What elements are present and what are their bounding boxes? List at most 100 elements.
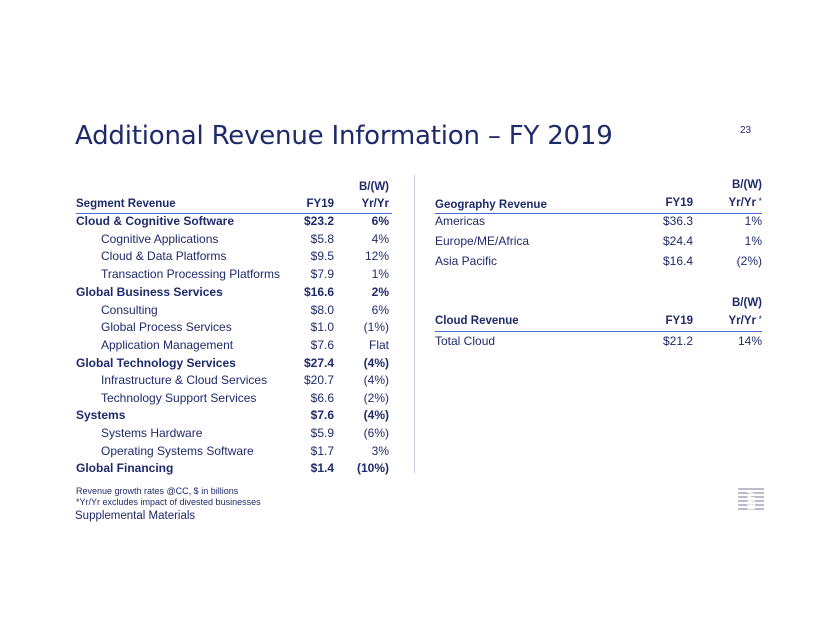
- table-row: Systems $7.6 (4%): [76, 407, 392, 424]
- geography-fy: $36.3: [662, 214, 693, 228]
- geography-header-top-row: B/(W): [435, 177, 762, 194]
- segment-fy: $7.6: [310, 338, 334, 352]
- segment-fy: $1.0: [310, 320, 334, 334]
- geography-bw: 1%: [744, 234, 762, 248]
- cloud-revenue-table: B/(W) Cloud Revenue FY19 Yr/Yr * Total C…: [435, 0, 762, 360]
- cloud-bw-header-bottom: Yr/Yr: [728, 315, 757, 327]
- cloud-bw-header-top: B/(W): [731, 297, 762, 309]
- segment-bw: 4%: [371, 232, 389, 246]
- cloud-name-header: Cloud Revenue: [435, 315, 519, 327]
- table-row: Application Management $7.6 Flat: [76, 337, 392, 354]
- table-row: Consulting $8.0 6%: [76, 302, 392, 319]
- segment-name: Cloud & Data Platforms: [101, 249, 227, 263]
- cloud-header-rule: [435, 331, 762, 332]
- supplemental-materials-label: Supplemental Materials: [75, 510, 196, 522]
- cloud-fy: $21.2: [662, 334, 693, 348]
- cloud-fy-header: FY19: [665, 315, 694, 327]
- segment-name: Operating Systems Software: [101, 444, 254, 458]
- cloud-header-top-row: B/(W): [435, 295, 762, 312]
- segment-fy: $16.6: [303, 285, 334, 299]
- segment-header-rule: [76, 213, 392, 214]
- ibm-logo-text: IBM: [746, 490, 758, 510]
- table-row: Operating Systems Software $1.7 3%: [76, 443, 392, 460]
- segment-name: Systems Hardware: [101, 426, 203, 440]
- geography-bw-header-bottom: Yr/Yr: [728, 197, 757, 209]
- segment-bw: (2%): [363, 391, 389, 405]
- table-row: Cognitive Applications $5.8 4%: [76, 231, 392, 248]
- segment-fy: $5.9: [310, 426, 334, 440]
- cloud-header-row: Cloud Revenue FY19 Yr/Yr *: [435, 313, 762, 330]
- segment-fy-header: FY19: [306, 198, 335, 210]
- segment-name: Global Business Services: [76, 285, 223, 299]
- segment-name-header: Segment Revenue: [76, 198, 176, 210]
- table-row: Systems Hardware $5.9 (6%): [76, 425, 392, 442]
- segment-name: Cognitive Applications: [101, 232, 219, 246]
- segment-fy: $20.7: [303, 373, 334, 387]
- segment-name: Application Management: [101, 338, 234, 352]
- segment-bw: 1%: [371, 267, 389, 281]
- segment-bw-header-bottom: Yr/Yr: [361, 198, 390, 210]
- segment-fy: $8.0: [310, 303, 334, 317]
- segment-bw: (10%): [356, 461, 389, 475]
- table-row: Technology Support Services $6.6 (2%): [76, 390, 392, 407]
- segment-header-top-row: B/(W): [76, 179, 392, 196]
- geography-asterisk: *: [758, 196, 762, 206]
- cloud-name: Total Cloud: [435, 334, 496, 348]
- table-row: Transaction Processing Platforms $7.9 1%: [76, 266, 392, 283]
- page-title: Additional Revenue Information – FY 2019: [75, 121, 613, 151]
- segment-bw: (6%): [363, 426, 389, 440]
- geography-header-row: Geography Revenue FY19 Yr/Yr *: [435, 195, 762, 212]
- segment-fy: $7.9: [310, 267, 334, 281]
- footnote-divested: *Yr/Yr excludes impact of divested busin…: [76, 497, 261, 507]
- segment-bw: 2%: [371, 285, 389, 299]
- geography-bw: (2%): [736, 254, 762, 268]
- segment-fy: $7.6: [310, 408, 334, 422]
- segment-bw: Flat: [368, 338, 389, 352]
- segment-bw: (1%): [363, 320, 389, 334]
- segment-name: Infrastructure & Cloud Services: [101, 373, 268, 387]
- ibm-logo: IBM: [738, 488, 764, 510]
- segment-bw: 12%: [364, 249, 389, 263]
- segment-fy: $6.6: [310, 391, 334, 405]
- segment-fy: $9.5: [310, 249, 334, 263]
- geography-name: Asia Pacific: [435, 254, 498, 268]
- segment-header-row: Segment Revenue FY19 Yr/Yr: [76, 196, 392, 213]
- segment-bw: (4%): [363, 356, 389, 370]
- table-row: Cloud & Data Platforms $9.5 12%: [76, 248, 392, 265]
- table-row: Global Business Services $16.6 2%: [76, 284, 392, 301]
- table-row: Americas $36.3 1%: [435, 213, 762, 230]
- segment-fy: $23.2: [303, 214, 334, 228]
- segment-name: Systems: [76, 408, 126, 422]
- table-row: Global Financing $1.4 (10%): [76, 460, 392, 477]
- table-row: Asia Pacific $16.4 (2%): [435, 253, 762, 270]
- table-row: Infrastructure & Cloud Services $20.7 (4…: [76, 372, 392, 389]
- segment-revenue-table: B/(W) Segment Revenue FY19 Yr/Yr Cloud &…: [76, 0, 392, 480]
- segment-fy: $5.8: [310, 232, 334, 246]
- geography-revenue-table: B/(W) Geography Revenue FY19 Yr/Yr * Ame…: [435, 0, 762, 300]
- geography-fy-header: FY19: [665, 197, 694, 209]
- segment-fy: $1.4: [310, 461, 334, 475]
- segment-name: Consulting: [101, 303, 158, 317]
- footnote-growth-rates: Revenue growth rates @CC, $ in billions: [76, 486, 239, 496]
- segment-name: Transaction Processing Platforms: [101, 267, 280, 281]
- segment-bw-header-top: B/(W): [358, 181, 389, 193]
- segment-fy: $27.4: [303, 356, 334, 370]
- table-row: Global Technology Services $27.4 (4%): [76, 355, 392, 372]
- segment-bw: (4%): [363, 373, 389, 387]
- geography-name: Americas: [435, 214, 486, 228]
- table-row: Europe/ME/Africa $24.4 1%: [435, 233, 762, 250]
- segment-name: Global Technology Services: [76, 356, 236, 370]
- segment-name: Global Financing: [76, 461, 174, 475]
- geography-fy: $16.4: [662, 254, 693, 268]
- segment-name: Global Process Services: [101, 320, 232, 334]
- segment-name: Cloud & Cognitive Software: [76, 214, 235, 228]
- cloud-asterisk: *: [758, 314, 762, 324]
- geography-header-rule: [435, 213, 762, 214]
- table-row: Global Process Services $1.0 (1%): [76, 319, 392, 336]
- page-number: 23: [740, 125, 752, 136]
- geography-bw-header-top: B/(W): [731, 179, 762, 191]
- geography-name-header: Geography Revenue: [435, 199, 547, 211]
- segment-bw: 6%: [371, 303, 389, 317]
- segment-bw: (4%): [363, 408, 389, 422]
- cloud-bw: 14%: [737, 334, 762, 348]
